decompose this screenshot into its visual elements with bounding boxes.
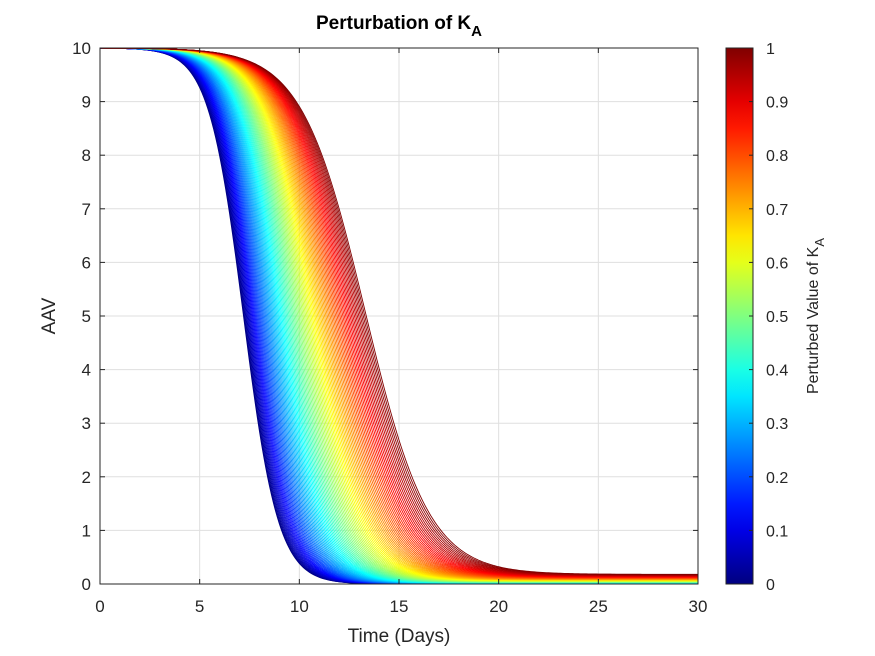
chart-title: Perturbation of KA <box>316 13 482 40</box>
colorbar-tick-label: 0.2 <box>766 470 788 487</box>
colorbar-tick-label: 0.4 <box>766 363 788 380</box>
y-tick-label: 5 <box>82 307 91 326</box>
grid-lines <box>100 48 698 584</box>
x-tick-label: 5 <box>195 597 204 616</box>
colorbar-tick-label: 0.5 <box>766 309 788 326</box>
x-tick-label: 30 <box>689 597 708 616</box>
x-axis-label: Time (Days) <box>348 626 451 647</box>
y-tick-label: 4 <box>82 361 91 380</box>
x-tick-label: 25 <box>589 597 608 616</box>
colorbar-tick-label: 0.8 <box>766 148 788 165</box>
colorbar-label: Perturbed Value of KA <box>805 238 827 394</box>
y-tick-label: 2 <box>82 468 91 487</box>
y-tick-label: 8 <box>82 146 91 165</box>
y-tick-label: 7 <box>82 200 91 219</box>
axis-ticks: 0 5 10 15 20 25 30 0 1 2 3 4 5 6 7 8 9 10 <box>72 39 707 616</box>
colorbar-tick-label: 0 <box>766 577 775 594</box>
colorbar-label-main: Perturbed Value of K <box>805 246 822 394</box>
x-tick-label: 20 <box>489 597 508 616</box>
colorbar-tick-label: 0.3 <box>766 416 788 433</box>
y-axis-label: AAV <box>39 297 60 334</box>
y-tick-label: 9 <box>82 93 91 112</box>
x-tick-label: 10 <box>290 597 309 616</box>
colorbar <box>725 47 754 585</box>
y-tick-label: 0 <box>82 575 91 594</box>
colorbar-tick-label: 0.6 <box>766 255 788 272</box>
chart-title-subscript: A <box>471 23 482 40</box>
y-tick-label: 6 <box>82 253 91 272</box>
x-tick-label: 15 <box>390 597 409 616</box>
colorbar-tick-label: 0.7 <box>766 202 788 219</box>
colorbar-tick-label: 0.1 <box>766 523 788 540</box>
y-tick-label: 1 <box>82 521 91 540</box>
colorbar-tick-label: 0.9 <box>766 95 788 112</box>
y-tick-label: 3 <box>82 414 91 433</box>
colorbar-tick-label: 1 <box>766 41 775 58</box>
y-tick-label: 10 <box>72 39 91 58</box>
colorbar-label-subscript: A <box>812 238 827 247</box>
colorbar-ticks: 0 0.1 0.2 0.3 0.4 0.5 0.6 0.7 0.8 0.9 1 <box>749 41 788 594</box>
x-tick-label: 0 <box>95 597 104 616</box>
chart-title-main: Perturbation of K <box>316 13 471 34</box>
